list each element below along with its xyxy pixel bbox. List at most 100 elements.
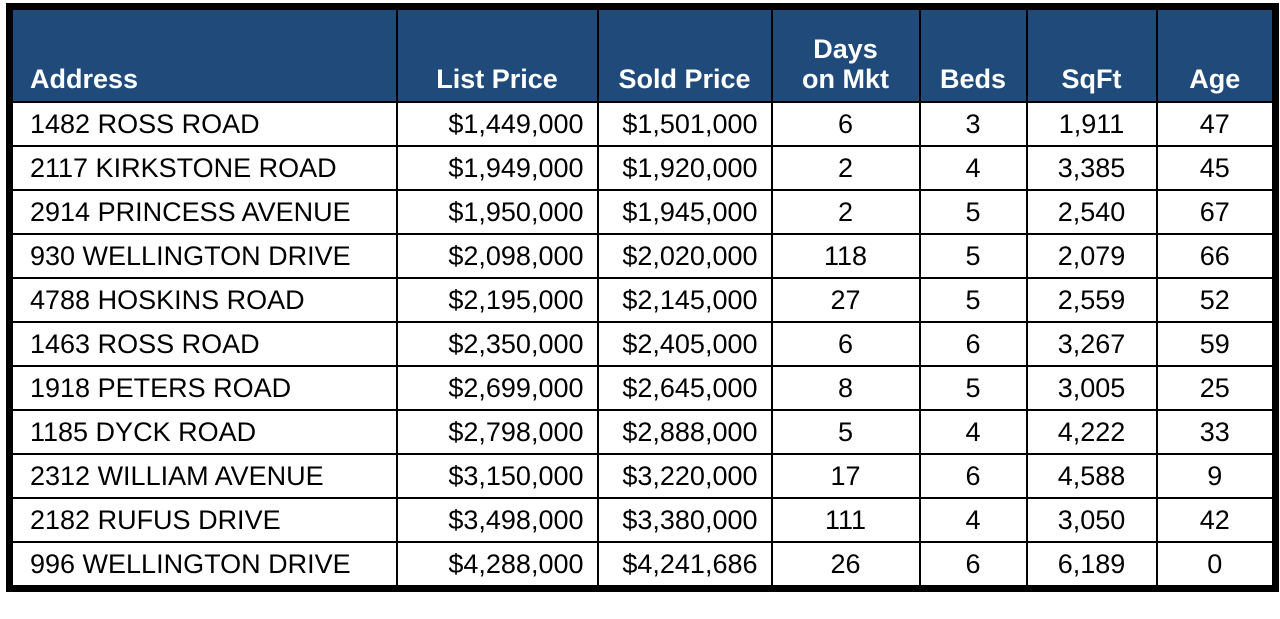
cell-list-price: $1,949,000 (395, 145, 599, 191)
cell-sold-price: $2,405,000 (596, 321, 773, 367)
cell-beds: 5 (918, 233, 1028, 279)
cell-days-on-mkt: 111 (770, 497, 921, 543)
cell-sold-price: $3,220,000 (596, 453, 773, 499)
cell-sold-price: $1,920,000 (596, 145, 773, 191)
cell-address: 1918 PETERS ROAD (8, 365, 398, 411)
cell-sold-price: $2,145,000 (596, 277, 773, 323)
cell-days-on-mkt: 27 (770, 277, 921, 323)
column-header-sqft: SqFt (1025, 5, 1158, 103)
cell-list-price: $2,699,000 (395, 365, 599, 411)
cell-address: 2312 WILLIAM AVENUE (8, 453, 398, 499)
cell-age: 45 (1155, 145, 1277, 191)
cell-address: 930 WELLINGTON DRIVE (8, 233, 398, 279)
cell-age: 59 (1155, 321, 1277, 367)
cell-list-price: $3,498,000 (395, 497, 599, 543)
table-row: 930 WELLINGTON DRIVE $2,098,000 $2,020,000… (8, 233, 1277, 279)
cell-days-on-mkt: 5 (770, 409, 921, 455)
cell-days-on-mkt: 2 (770, 145, 921, 191)
cell-address: 1185 DYCK ROAD (8, 409, 398, 455)
column-header-age: Age (1155, 5, 1277, 103)
cell-age: 42 (1155, 497, 1277, 543)
cell-list-price: $2,798,000 (395, 409, 599, 455)
page: Address List Price Sold Price Days on Mkt Bed… (0, 3, 1280, 619)
cell-address: 2117 KIRKSTONE ROAD (8, 145, 398, 191)
cell-days-on-mkt: 17 (770, 453, 921, 499)
table-header: Address List Price Sold Price Days on Mkt Bed… (8, 5, 1277, 103)
cell-beds: 6 (918, 453, 1028, 499)
cell-days-on-mkt: 2 (770, 189, 921, 235)
column-header-sold-price: Sold Price (596, 5, 773, 103)
cell-address: 2914 PRINCESS AVENUE (8, 189, 398, 235)
cell-age: 66 (1155, 233, 1277, 279)
table-row: 1482 ROSS ROAD $1,449,000 $1,501,000 6 3 1,91… (8, 101, 1277, 147)
cell-sqft: 2,540 (1025, 189, 1158, 235)
column-header-list-price: List Price (395, 5, 599, 103)
cell-sold-price: $1,501,000 (596, 101, 773, 147)
cell-sqft: 4,222 (1025, 409, 1158, 455)
cell-sold-price: $3,380,000 (596, 497, 773, 543)
cell-sqft: 1,911 (1025, 101, 1158, 147)
table-row: 2117 KIRKSTONE ROAD $1,949,000 $1,920,000 2… (8, 145, 1277, 191)
table-row: 2312 WILLIAM AVENUE $3,150,000 $3,220,000 1… (8, 453, 1277, 499)
cell-age: 47 (1155, 101, 1277, 147)
cell-address: 2182 RUFUS DRIVE (8, 497, 398, 543)
cell-sqft: 6,189 (1025, 541, 1158, 590)
cell-age: 52 (1155, 277, 1277, 323)
cell-address: 996 WELLINGTON DRIVE (8, 541, 398, 590)
cell-days-on-mkt: 6 (770, 321, 921, 367)
table-row: 1463 ROSS ROAD $2,350,000 $2,405,000 6 6 3,26… (8, 321, 1277, 367)
cell-list-price: $4,288,000 (395, 541, 599, 590)
cell-beds: 6 (918, 321, 1028, 367)
cell-sold-price: $2,645,000 (596, 365, 773, 411)
cell-sold-price: $2,020,000 (596, 233, 773, 279)
cell-sqft: 3,050 (1025, 497, 1158, 543)
comparable-home-sales-table: Address List Price Sold Price Days on Mkt Bed… (6, 3, 1279, 592)
cell-list-price: $1,449,000 (395, 101, 599, 147)
cell-beds: 3 (918, 101, 1028, 147)
cell-age: 9 (1155, 453, 1277, 499)
cell-beds: 4 (918, 145, 1028, 191)
cell-address: 1463 ROSS ROAD (8, 321, 398, 367)
column-header-beds: Beds (918, 5, 1028, 103)
cell-list-price: $1,950,000 (395, 189, 599, 235)
cell-beds: 5 (918, 277, 1028, 323)
cell-age: 67 (1155, 189, 1277, 235)
cell-days-on-mkt: 6 (770, 101, 921, 147)
cell-sold-price: $2,888,000 (596, 409, 773, 455)
cell-beds: 6 (918, 541, 1028, 590)
table-row: 2182 RUFUS DRIVE $3,498,000 $3,380,000 111 4… (8, 497, 1277, 543)
cell-days-on-mkt: 8 (770, 365, 921, 411)
table-row: 996 WELLINGTON DRIVE $4,288,000 $4,241,686… (8, 541, 1277, 590)
cell-sqft: 3,267 (1025, 321, 1158, 367)
cell-beds: 5 (918, 189, 1028, 235)
cell-sqft: 2,559 (1025, 277, 1158, 323)
cell-sqft: 3,385 (1025, 145, 1158, 191)
table-row: 2914 PRINCESS AVENUE $1,950,000 $1,945,000… (8, 189, 1277, 235)
cell-address: 1482 ROSS ROAD (8, 101, 398, 147)
cell-age: 25 (1155, 365, 1277, 411)
table-row: 1185 DYCK ROAD $2,798,000 $2,888,000 5 4 4,22… (8, 409, 1277, 455)
cell-days-on-mkt: 26 (770, 541, 921, 590)
cell-list-price: $2,195,000 (395, 277, 599, 323)
table-row: 1918 PETERS ROAD $2,699,000 $2,645,000 8 5 3,… (8, 365, 1277, 411)
cell-beds: 4 (918, 497, 1028, 543)
cell-beds: 5 (918, 365, 1028, 411)
column-header-address: Address (8, 5, 398, 103)
column-header-days-on-mkt: Days on Mkt (770, 5, 921, 103)
cell-list-price: $2,350,000 (395, 321, 599, 367)
cell-beds: 4 (918, 409, 1028, 455)
cell-days-on-mkt: 118 (770, 233, 921, 279)
table-row: 4788 HOSKINS ROAD $2,195,000 $2,145,000 27 5… (8, 277, 1277, 323)
header-row: Address List Price Sold Price Days on Mkt Bed… (8, 5, 1277, 103)
cell-list-price: $3,150,000 (395, 453, 599, 499)
cell-sold-price: $4,241,686 (596, 541, 773, 590)
cell-sqft: 3,005 (1025, 365, 1158, 411)
cell-sold-price: $1,945,000 (596, 189, 773, 235)
cell-age: 0 (1155, 541, 1277, 590)
table-body: 1482 ROSS ROAD $1,449,000 $1,501,000 6 3 1,91… (8, 101, 1277, 590)
cell-sqft: 4,588 (1025, 453, 1158, 499)
cell-age: 33 (1155, 409, 1277, 455)
cell-address: 4788 HOSKINS ROAD (8, 277, 398, 323)
cell-sqft: 2,079 (1025, 233, 1158, 279)
cell-list-price: $2,098,000 (395, 233, 599, 279)
